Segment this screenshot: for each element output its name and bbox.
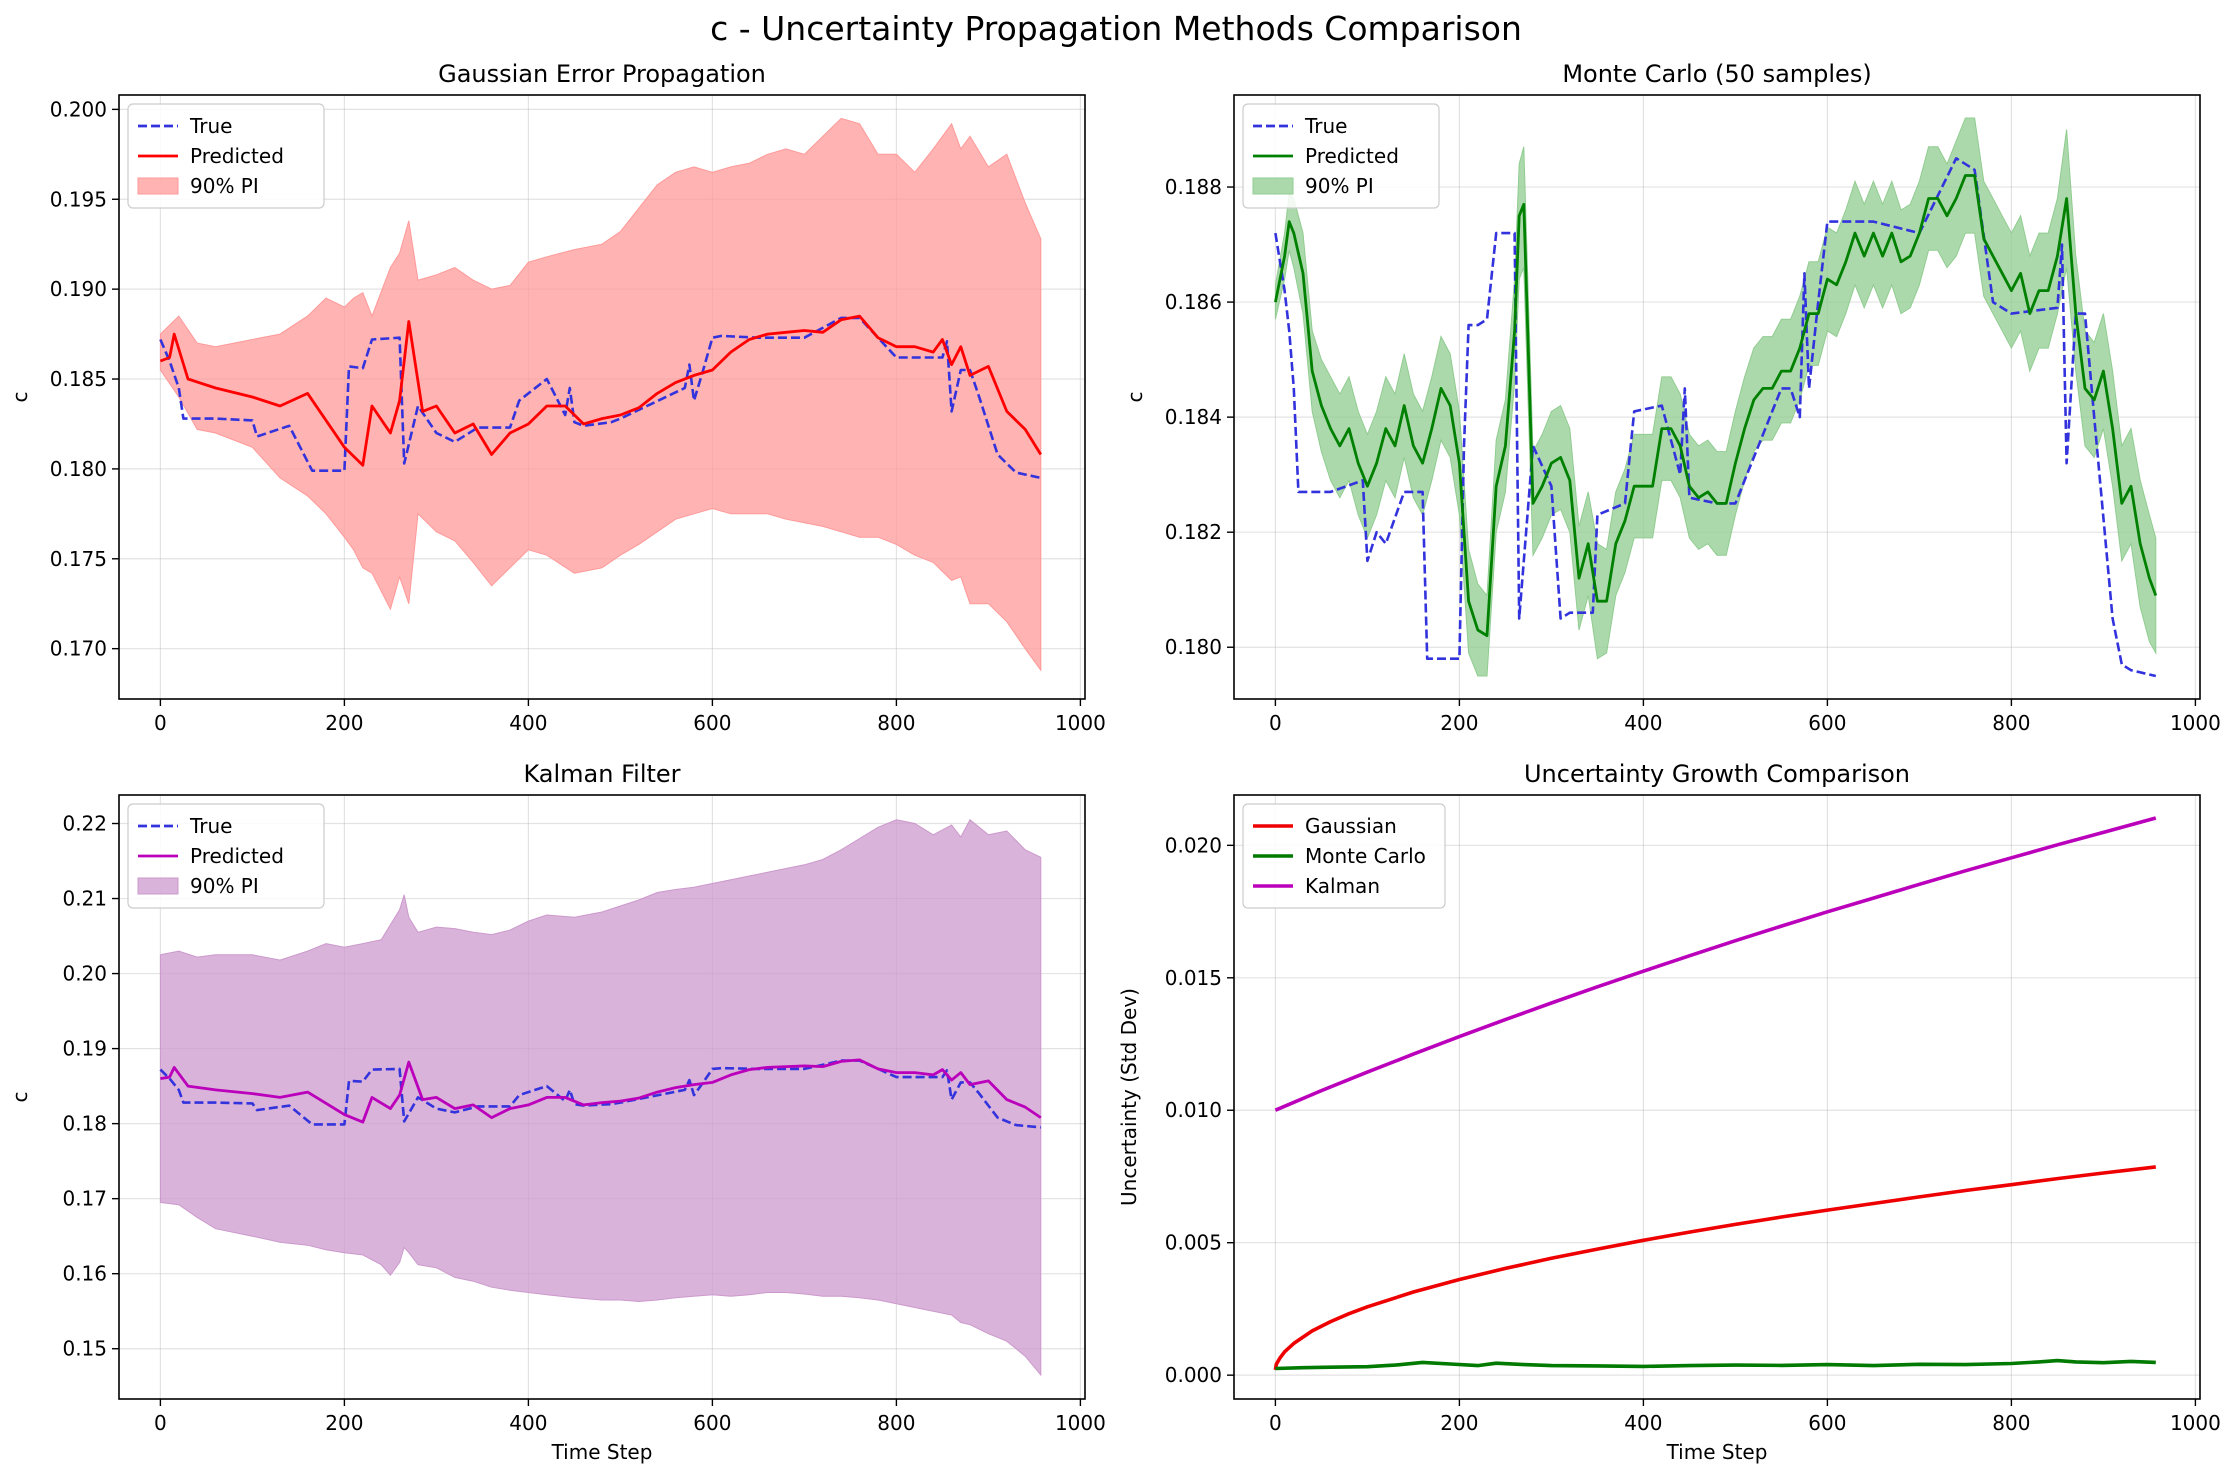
pi-band <box>1274 117 2157 677</box>
y-tick-label: 0.000 <box>1165 1363 1222 1387</box>
y-tick-label: 0.180 <box>50 457 107 481</box>
x-tick-label: 0 <box>154 711 167 735</box>
x-tick-label: 400 <box>1624 1411 1662 1435</box>
legend-label: Predicted <box>190 144 284 168</box>
panel-title: Uncertainty Growth Comparison <box>1524 760 1910 788</box>
x-tick-label: 1000 <box>1055 1411 1106 1435</box>
pi-band <box>159 117 1042 672</box>
y-tick-label: 0.20 <box>62 962 107 986</box>
x-tick-label: 200 <box>325 1411 363 1435</box>
x-tick-label: 400 <box>509 711 547 735</box>
series-line <box>1274 816 2157 1112</box>
y-tick-label: 0.188 <box>1165 175 1222 199</box>
x-tick-label: 1000 <box>2170 711 2221 735</box>
y-axis-label: Uncertainty (Std Dev) <box>1117 988 1141 1206</box>
panel-title: Gaussian Error Propagation <box>438 60 766 88</box>
x-tick-label: 600 <box>693 1411 731 1435</box>
y-tick-label: 0.16 <box>62 1262 107 1286</box>
legend-swatch <box>137 177 179 195</box>
y-tick-label: 0.170 <box>50 637 107 661</box>
x-tick-label: 0 <box>1269 711 1282 735</box>
y-tick-label: 0.015 <box>1165 966 1222 990</box>
x-tick-label: 1000 <box>2170 1411 2221 1435</box>
y-tick-label: 0.186 <box>1165 290 1222 314</box>
x-tick-label: 800 <box>1992 711 2030 735</box>
x-tick-label: 800 <box>877 1411 915 1435</box>
legend-label: 90% PI <box>190 174 259 198</box>
legend-label: True <box>189 814 232 838</box>
x-tick-label: 200 <box>1440 1411 1478 1435</box>
y-tick-label: 0.22 <box>62 812 107 836</box>
x-tick-label: 400 <box>1624 711 1662 735</box>
legend-swatch <box>137 877 179 895</box>
y-tick-label: 0.005 <box>1165 1231 1222 1255</box>
y-tick-label: 0.175 <box>50 547 107 571</box>
x-tick-label: 200 <box>1440 711 1478 735</box>
x-tick-label: 200 <box>325 711 363 735</box>
y-tick-label: 0.185 <box>50 367 107 391</box>
y-tick-label: 0.19 <box>62 1037 107 1061</box>
x-tick-label: 600 <box>693 711 731 735</box>
figure-title: c - Uncertainty Propagation Methods Comp… <box>710 9 1522 48</box>
legend-label: True <box>1304 114 1347 138</box>
panel-title: Monte Carlo (50 samples) <box>1562 60 1871 88</box>
montecarlo-panel: 0 200 400 600 800 1000 0.180 0.182 0.184 0.186 0.1… <box>1123 60 2221 735</box>
y-tick-label: 0.182 <box>1165 520 1222 544</box>
legend-label: 90% PI <box>1305 174 1374 198</box>
series-line <box>160 1058 1042 1124</box>
y-axis-label: c <box>8 392 32 403</box>
x-tick-label: 0 <box>1269 1411 1282 1435</box>
axes-frame <box>118 94 1086 700</box>
series-line <box>159 314 1042 467</box>
growth-panel: 0 200 400 600 800 1000 0.000 0.005 0.010 0.015 0.0… <box>1117 760 2221 1464</box>
y-tick-label: 0.190 <box>50 277 107 301</box>
y-tick-label: 0.180 <box>1165 635 1222 659</box>
panel-title: Kalman Filter <box>523 760 680 788</box>
series-line <box>159 1059 1041 1129</box>
legend-label: Kalman <box>1305 874 1380 898</box>
y-tick-label: 0.184 <box>1165 405 1222 429</box>
legend-label: True <box>189 114 232 138</box>
series-line <box>159 316 1042 480</box>
x-tick-label: 400 <box>509 1411 547 1435</box>
series-line <box>1274 157 2157 678</box>
y-tick-label: 0.020 <box>1165 833 1222 857</box>
x-axis-label: Time Step <box>1666 1440 1768 1464</box>
series-line <box>1274 174 2158 638</box>
y-axis-label: c <box>8 1092 32 1103</box>
pi-band <box>159 819 1042 1377</box>
axes-frame <box>118 794 1086 1400</box>
legend-label: Gaussian <box>1305 814 1397 838</box>
gaussian-panel: 0 200 400 600 800 1000 0.170 0.175 0.180 0.185 0.1… <box>8 60 1106 735</box>
y-axis-label: c <box>1123 392 1147 403</box>
x-tick-label: 600 <box>1808 711 1846 735</box>
legend-box <box>1242 803 1446 909</box>
series-line <box>1275 1358 2156 1371</box>
y-tick-label: 0.21 <box>62 887 107 911</box>
x-tick-label: 0 <box>154 1411 167 1435</box>
x-tick-label: 1000 <box>1055 711 1106 735</box>
x-tick-label: 800 <box>1992 1411 2030 1435</box>
legend-swatch <box>1252 177 1294 195</box>
axes-frame <box>1233 94 2201 700</box>
axes-frame <box>1233 794 2201 1400</box>
y-tick-label: 0.18 <box>62 1112 107 1136</box>
y-tick-label: 0.15 <box>62 1337 107 1361</box>
series-line <box>1273 1165 2157 1371</box>
y-tick-label: 0.010 <box>1165 1098 1222 1122</box>
legend-label: 90% PI <box>190 874 259 898</box>
x-tick-label: 800 <box>877 711 915 735</box>
y-tick-label: 0.195 <box>50 187 107 211</box>
legend-label: Monte Carlo <box>1305 844 1426 868</box>
kalman-panel: 0 200 400 600 800 1000 0.15 0.16 0.17 0.18 0.19 0.2… <box>8 760 1106 1464</box>
x-axis-label: Time Step <box>551 1440 653 1464</box>
y-tick-label: 0.17 <box>62 1187 107 1211</box>
x-tick-label: 600 <box>1808 1411 1846 1435</box>
y-tick-label: 0.200 <box>50 97 107 121</box>
legend-label: Predicted <box>1305 144 1399 168</box>
legend-label: Predicted <box>190 844 284 868</box>
